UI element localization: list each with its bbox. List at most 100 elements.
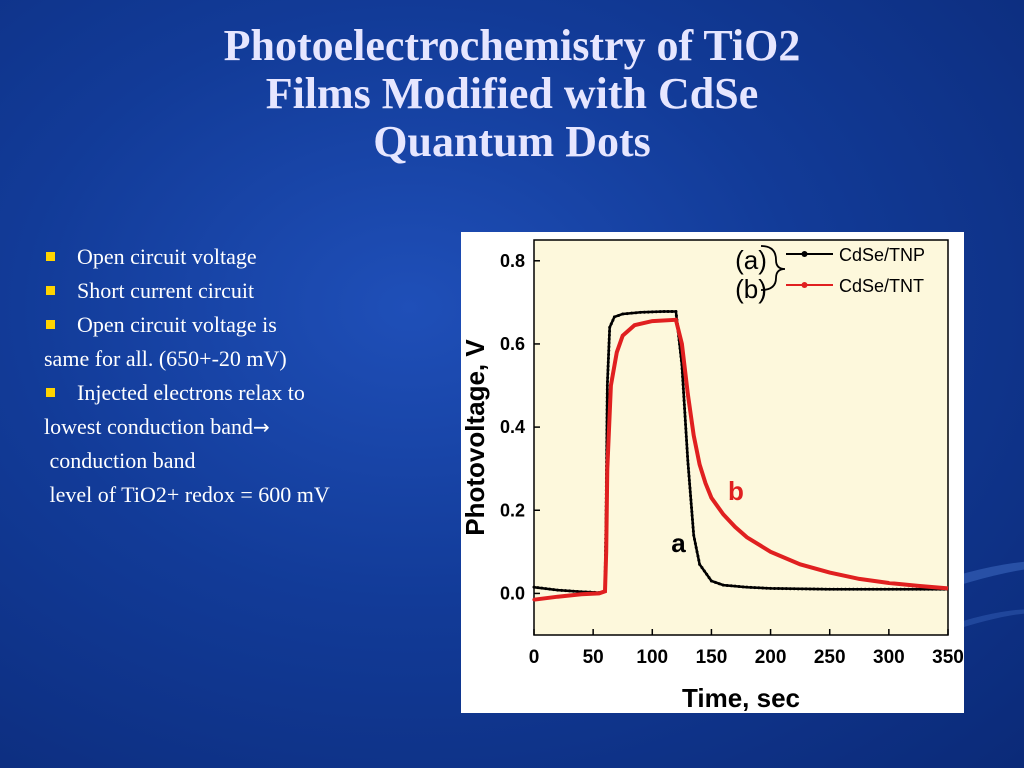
series-point-2 xyxy=(563,594,568,598)
series-point-1 xyxy=(607,341,611,345)
series-point-2 xyxy=(610,379,614,383)
series-point-2 xyxy=(608,391,613,396)
series-point-1 xyxy=(646,310,650,314)
series-point-2 xyxy=(675,322,679,326)
series-point-1 xyxy=(851,587,855,591)
series-point-2 xyxy=(693,442,697,446)
series-point-1 xyxy=(606,376,610,380)
series-point-1 xyxy=(816,587,820,591)
series-point-1 xyxy=(694,546,698,550)
series-point-2 xyxy=(708,492,712,496)
series-point-1 xyxy=(691,521,695,525)
series-point-1 xyxy=(879,587,883,591)
series-point-2 xyxy=(817,567,821,572)
series-point-1 xyxy=(680,371,684,375)
x-tick-label: 350 xyxy=(932,647,964,668)
series-point-1 xyxy=(630,311,634,315)
x-tick-label: 150 xyxy=(696,647,728,668)
series-point-2 xyxy=(604,522,609,526)
legend-marker-1 xyxy=(801,251,808,257)
series-point-1 xyxy=(552,588,556,592)
legend-marker-2 xyxy=(801,282,808,288)
series-point-2 xyxy=(679,338,683,342)
y-tick-label: 0.2 xyxy=(500,500,525,520)
series-point-2 xyxy=(719,509,723,513)
series-point-1 xyxy=(634,311,638,315)
series-point-1 xyxy=(606,356,610,360)
series-point-1 xyxy=(688,482,692,486)
series-point-2 xyxy=(937,586,942,590)
series-point-2 xyxy=(813,566,817,571)
series-point-1 xyxy=(650,310,654,314)
series-point-1 xyxy=(828,587,832,591)
series-point-1 xyxy=(685,442,689,446)
series-point-1 xyxy=(843,587,847,591)
series-point-1 xyxy=(575,589,579,593)
series-point-2 xyxy=(709,496,714,500)
series-point-2 xyxy=(776,553,780,557)
series-point-1 xyxy=(681,383,685,387)
series-point-2 xyxy=(604,558,608,562)
series-point-2 xyxy=(605,486,609,491)
series-point-1 xyxy=(658,310,662,314)
series-point-1 xyxy=(685,450,689,454)
series-point-2 xyxy=(692,437,697,442)
series-point-1 xyxy=(689,498,693,502)
series-point-1 xyxy=(683,415,687,419)
series-point-2 xyxy=(604,538,608,542)
series-point-2 xyxy=(604,530,609,534)
series-point-1 xyxy=(684,430,688,434)
series-point-1 xyxy=(682,399,686,403)
series-point-2 xyxy=(695,450,699,454)
series-point-2 xyxy=(607,427,611,431)
series-point-2 xyxy=(891,581,895,586)
series-point-1 xyxy=(895,587,899,591)
series-point-2 xyxy=(605,463,610,467)
series-point-2 xyxy=(686,392,690,396)
series-point-2 xyxy=(593,592,597,596)
series-point-2 xyxy=(603,569,608,574)
bullet-text: Injected electrons relax to xyxy=(77,380,305,405)
series-point-1 xyxy=(749,585,753,589)
series-point-2 xyxy=(831,571,836,576)
series-point-2 xyxy=(730,522,734,526)
series-point-2 xyxy=(835,572,839,576)
series-point-2 xyxy=(613,358,617,363)
x-tick-label: 300 xyxy=(873,647,905,668)
series-point-2 xyxy=(605,475,609,479)
x-tick-label: 200 xyxy=(755,647,787,668)
series-point-2 xyxy=(627,328,631,333)
series-point-2 xyxy=(607,423,611,427)
series-point-2 xyxy=(684,376,688,381)
series-point-2 xyxy=(607,435,611,439)
bullet-item: Injected electrons relax to xyxy=(44,376,454,410)
series-point-1 xyxy=(607,352,611,356)
series-point-2 xyxy=(701,474,705,478)
series-point-2 xyxy=(765,548,769,552)
series-point-2 xyxy=(571,593,576,597)
series-point-2 xyxy=(629,326,634,330)
series-point-1 xyxy=(737,584,741,588)
series-point-2 xyxy=(575,593,579,597)
series-point-1 xyxy=(686,462,690,466)
series-point-1 xyxy=(808,587,812,591)
x-tick-label: 50 xyxy=(583,647,604,668)
series-point-2 xyxy=(683,373,688,377)
series-point-2 xyxy=(820,568,824,573)
x-tick-label: 250 xyxy=(814,647,846,668)
series-point-1 xyxy=(729,584,733,588)
series-point-2 xyxy=(606,439,611,443)
series-point-1 xyxy=(605,400,609,404)
series-point-2 xyxy=(721,512,725,517)
series-point-2 xyxy=(697,458,701,462)
series-point-1 xyxy=(532,585,536,589)
series-point-1 xyxy=(820,587,824,591)
bullet-continuation: conduction band xyxy=(44,448,196,473)
series-point-2 xyxy=(658,319,662,323)
series-point-2 xyxy=(677,330,681,334)
series-point-2 xyxy=(689,417,693,421)
series-point-2 xyxy=(604,542,608,546)
title-line-2: Films Modified with CdSe xyxy=(265,69,759,118)
series-point-1 xyxy=(608,329,612,333)
series-point-2 xyxy=(686,396,690,400)
